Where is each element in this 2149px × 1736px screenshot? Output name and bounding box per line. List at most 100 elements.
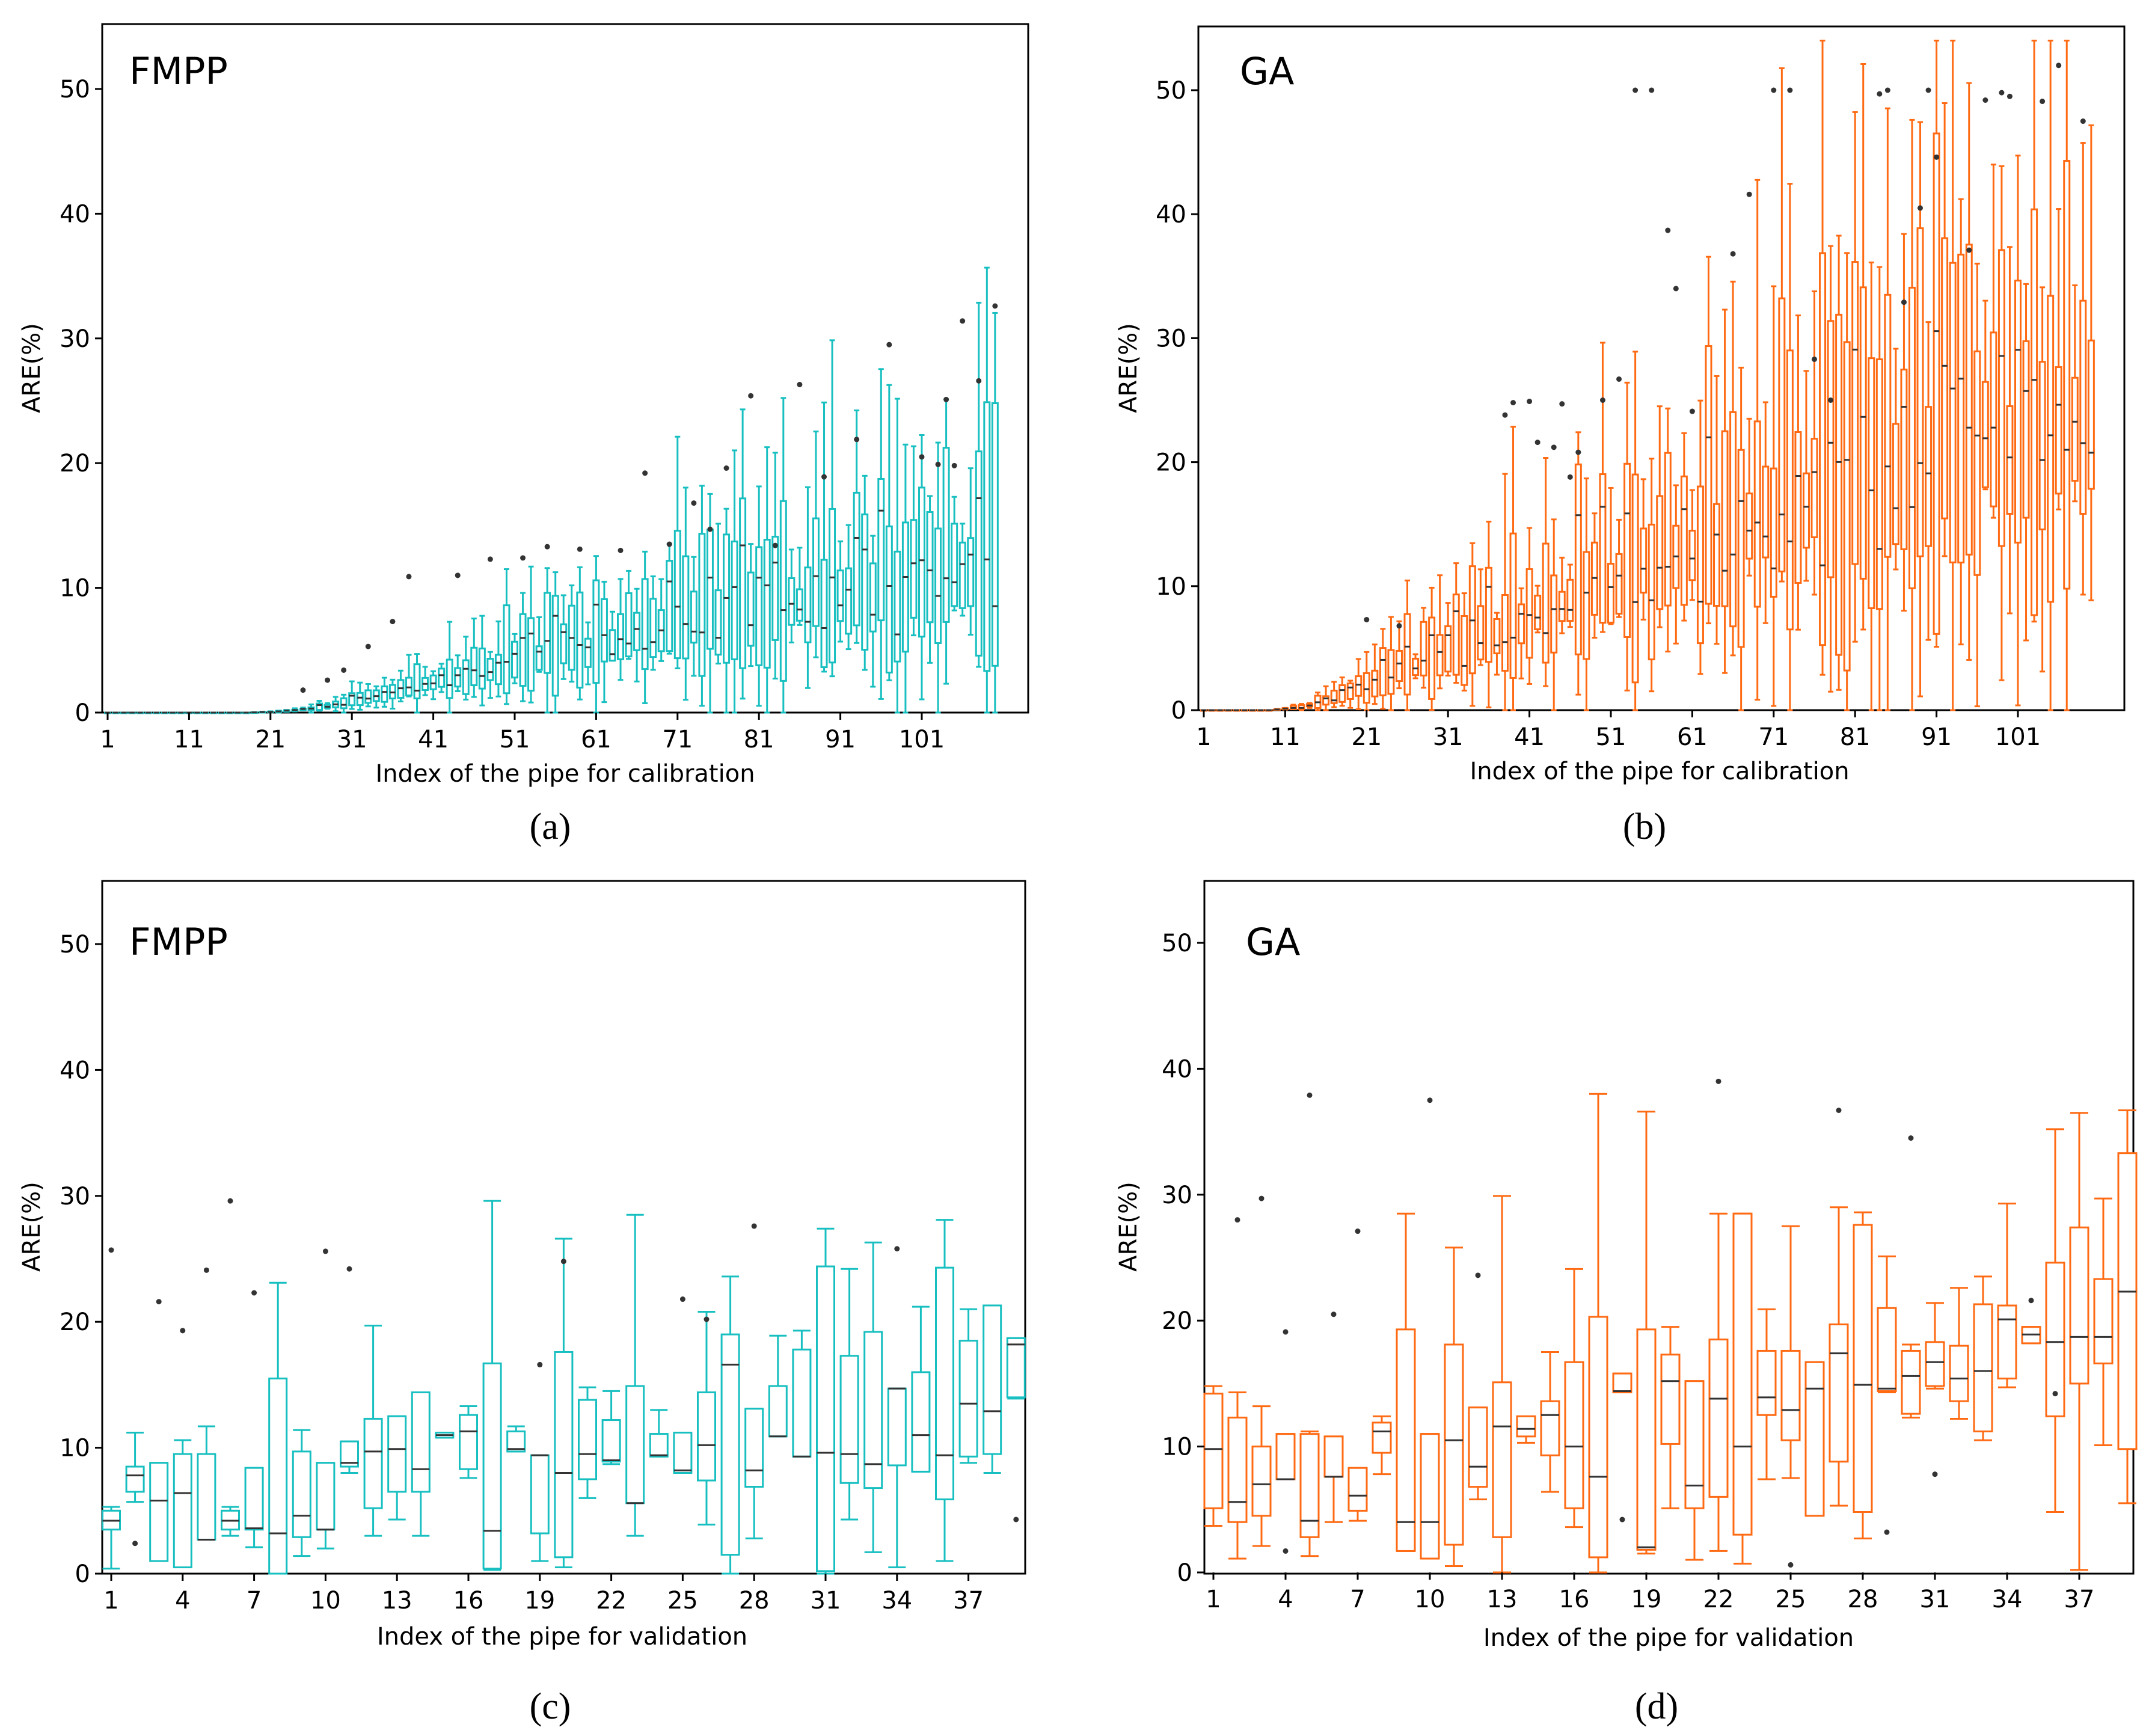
box-39 <box>2117 1109 2138 1504</box>
outlier-point <box>390 619 396 625</box>
box-20 <box>259 711 266 714</box>
box-body <box>942 447 950 623</box>
outlier-point <box>251 1290 257 1296</box>
box-46 <box>1566 563 1574 628</box>
box-17 <box>1330 681 1338 708</box>
outlier-point <box>707 526 713 532</box>
box-106 <box>2055 208 2062 511</box>
box-8 <box>268 1281 288 1575</box>
box-body <box>1851 261 1859 565</box>
box-51 <box>1607 486 1614 625</box>
box-74 <box>698 485 706 707</box>
box-body <box>1965 244 1973 556</box>
x-tick-label: 91 <box>1921 723 1952 751</box>
box-53 <box>1623 381 1631 692</box>
box-body <box>1708 1339 1729 1498</box>
box-body <box>503 604 510 695</box>
box-57 <box>560 594 568 680</box>
box-92 <box>845 524 853 651</box>
outlier-point <box>487 556 493 562</box>
box-body <box>2117 1152 2138 1450</box>
panel-d-plot-area <box>1203 880 2135 1575</box>
box-body <box>877 477 885 622</box>
outlier-point <box>1575 449 1581 455</box>
y-tick-label: 40 <box>60 1057 90 1084</box>
box-8 <box>1372 1415 1392 1476</box>
box-body <box>744 1408 764 1488</box>
box-body <box>470 646 478 687</box>
box-body <box>1468 1406 1488 1488</box>
x-tick-label: 22 <box>1703 1586 1734 1613</box>
box-body <box>1298 704 1305 710</box>
box-body <box>804 566 812 643</box>
outlier-point <box>797 382 803 388</box>
box-98 <box>1990 164 1997 519</box>
x-tick-label: 34 <box>1992 1586 2023 1613</box>
outlier-point <box>618 547 624 553</box>
panel-a-x-ticks: 1 11 21 31 41 51 61 71 81 91 101 <box>100 713 945 753</box>
box-body <box>1636 1328 1657 1551</box>
outlier-point <box>1502 412 1508 418</box>
box-9 <box>1265 709 1273 712</box>
box-body <box>926 511 934 624</box>
box-101 <box>2014 155 2022 707</box>
box-body <box>633 612 641 651</box>
x-tick-label: 19 <box>1631 1586 1662 1613</box>
box-body <box>1493 618 1501 655</box>
box-body <box>1877 1307 1897 1392</box>
box-27 <box>720 1275 740 1575</box>
x-tick-label: 13 <box>1487 1586 1518 1613</box>
box-body <box>1516 1415 1536 1438</box>
box-8 <box>1257 709 1265 712</box>
box-37 <box>397 669 405 702</box>
box-body <box>1884 293 1892 558</box>
box-44 <box>454 654 462 693</box>
x-tick-label: 37 <box>953 1587 984 1615</box>
box-body <box>1428 616 1436 700</box>
box-body <box>429 674 437 690</box>
outlier-point <box>560 1259 566 1265</box>
box-79 <box>1835 235 1843 691</box>
box-68 <box>1746 417 1753 577</box>
box-30 <box>340 693 348 714</box>
box-105 <box>2047 40 2055 711</box>
box-60 <box>1680 432 1688 622</box>
box-body <box>1518 603 1525 645</box>
box-body <box>1941 237 1949 520</box>
box-body <box>1558 590 1566 622</box>
outlier-point <box>772 542 778 548</box>
y-tick-label: 40 <box>1162 1055 1192 1083</box>
box-body <box>1900 369 1908 550</box>
x-tick-label: 11 <box>1270 723 1301 751</box>
y-tick-label: 0 <box>1171 697 1186 725</box>
box-103 <box>934 441 942 714</box>
box-34 <box>372 685 380 709</box>
box-15 <box>1314 692 1322 711</box>
box-body <box>535 645 543 671</box>
box-68 <box>649 575 657 671</box>
box-71 <box>1770 285 1777 707</box>
box-53 <box>527 565 535 704</box>
box-83 <box>771 452 779 679</box>
y-tick-label: 10 <box>60 575 90 603</box>
outlier-point <box>1616 376 1622 382</box>
box-body <box>2006 405 2014 515</box>
box-73 <box>690 556 697 677</box>
panel-d-y-axis-label: ARE(%) <box>1115 1182 1142 1272</box>
box-32 <box>839 1268 859 1521</box>
box-6 <box>1323 1435 1344 1523</box>
box-body <box>149 1462 169 1562</box>
box-body <box>1363 672 1370 704</box>
outlier-point <box>1283 1329 1289 1335</box>
box-body <box>1753 420 1761 608</box>
panel-a-y-ticks: 0 10 20 30 40 50 <box>60 76 102 727</box>
outlier-point <box>1619 1517 1625 1523</box>
box-86 <box>1892 348 1899 571</box>
box-26 <box>307 703 315 714</box>
box-104 <box>942 398 950 685</box>
box-body <box>1452 593 1460 676</box>
box-105 <box>951 495 958 612</box>
outlier-point <box>1258 1195 1265 1201</box>
outlier-point <box>2006 93 2013 99</box>
box-body <box>1251 1446 1272 1517</box>
